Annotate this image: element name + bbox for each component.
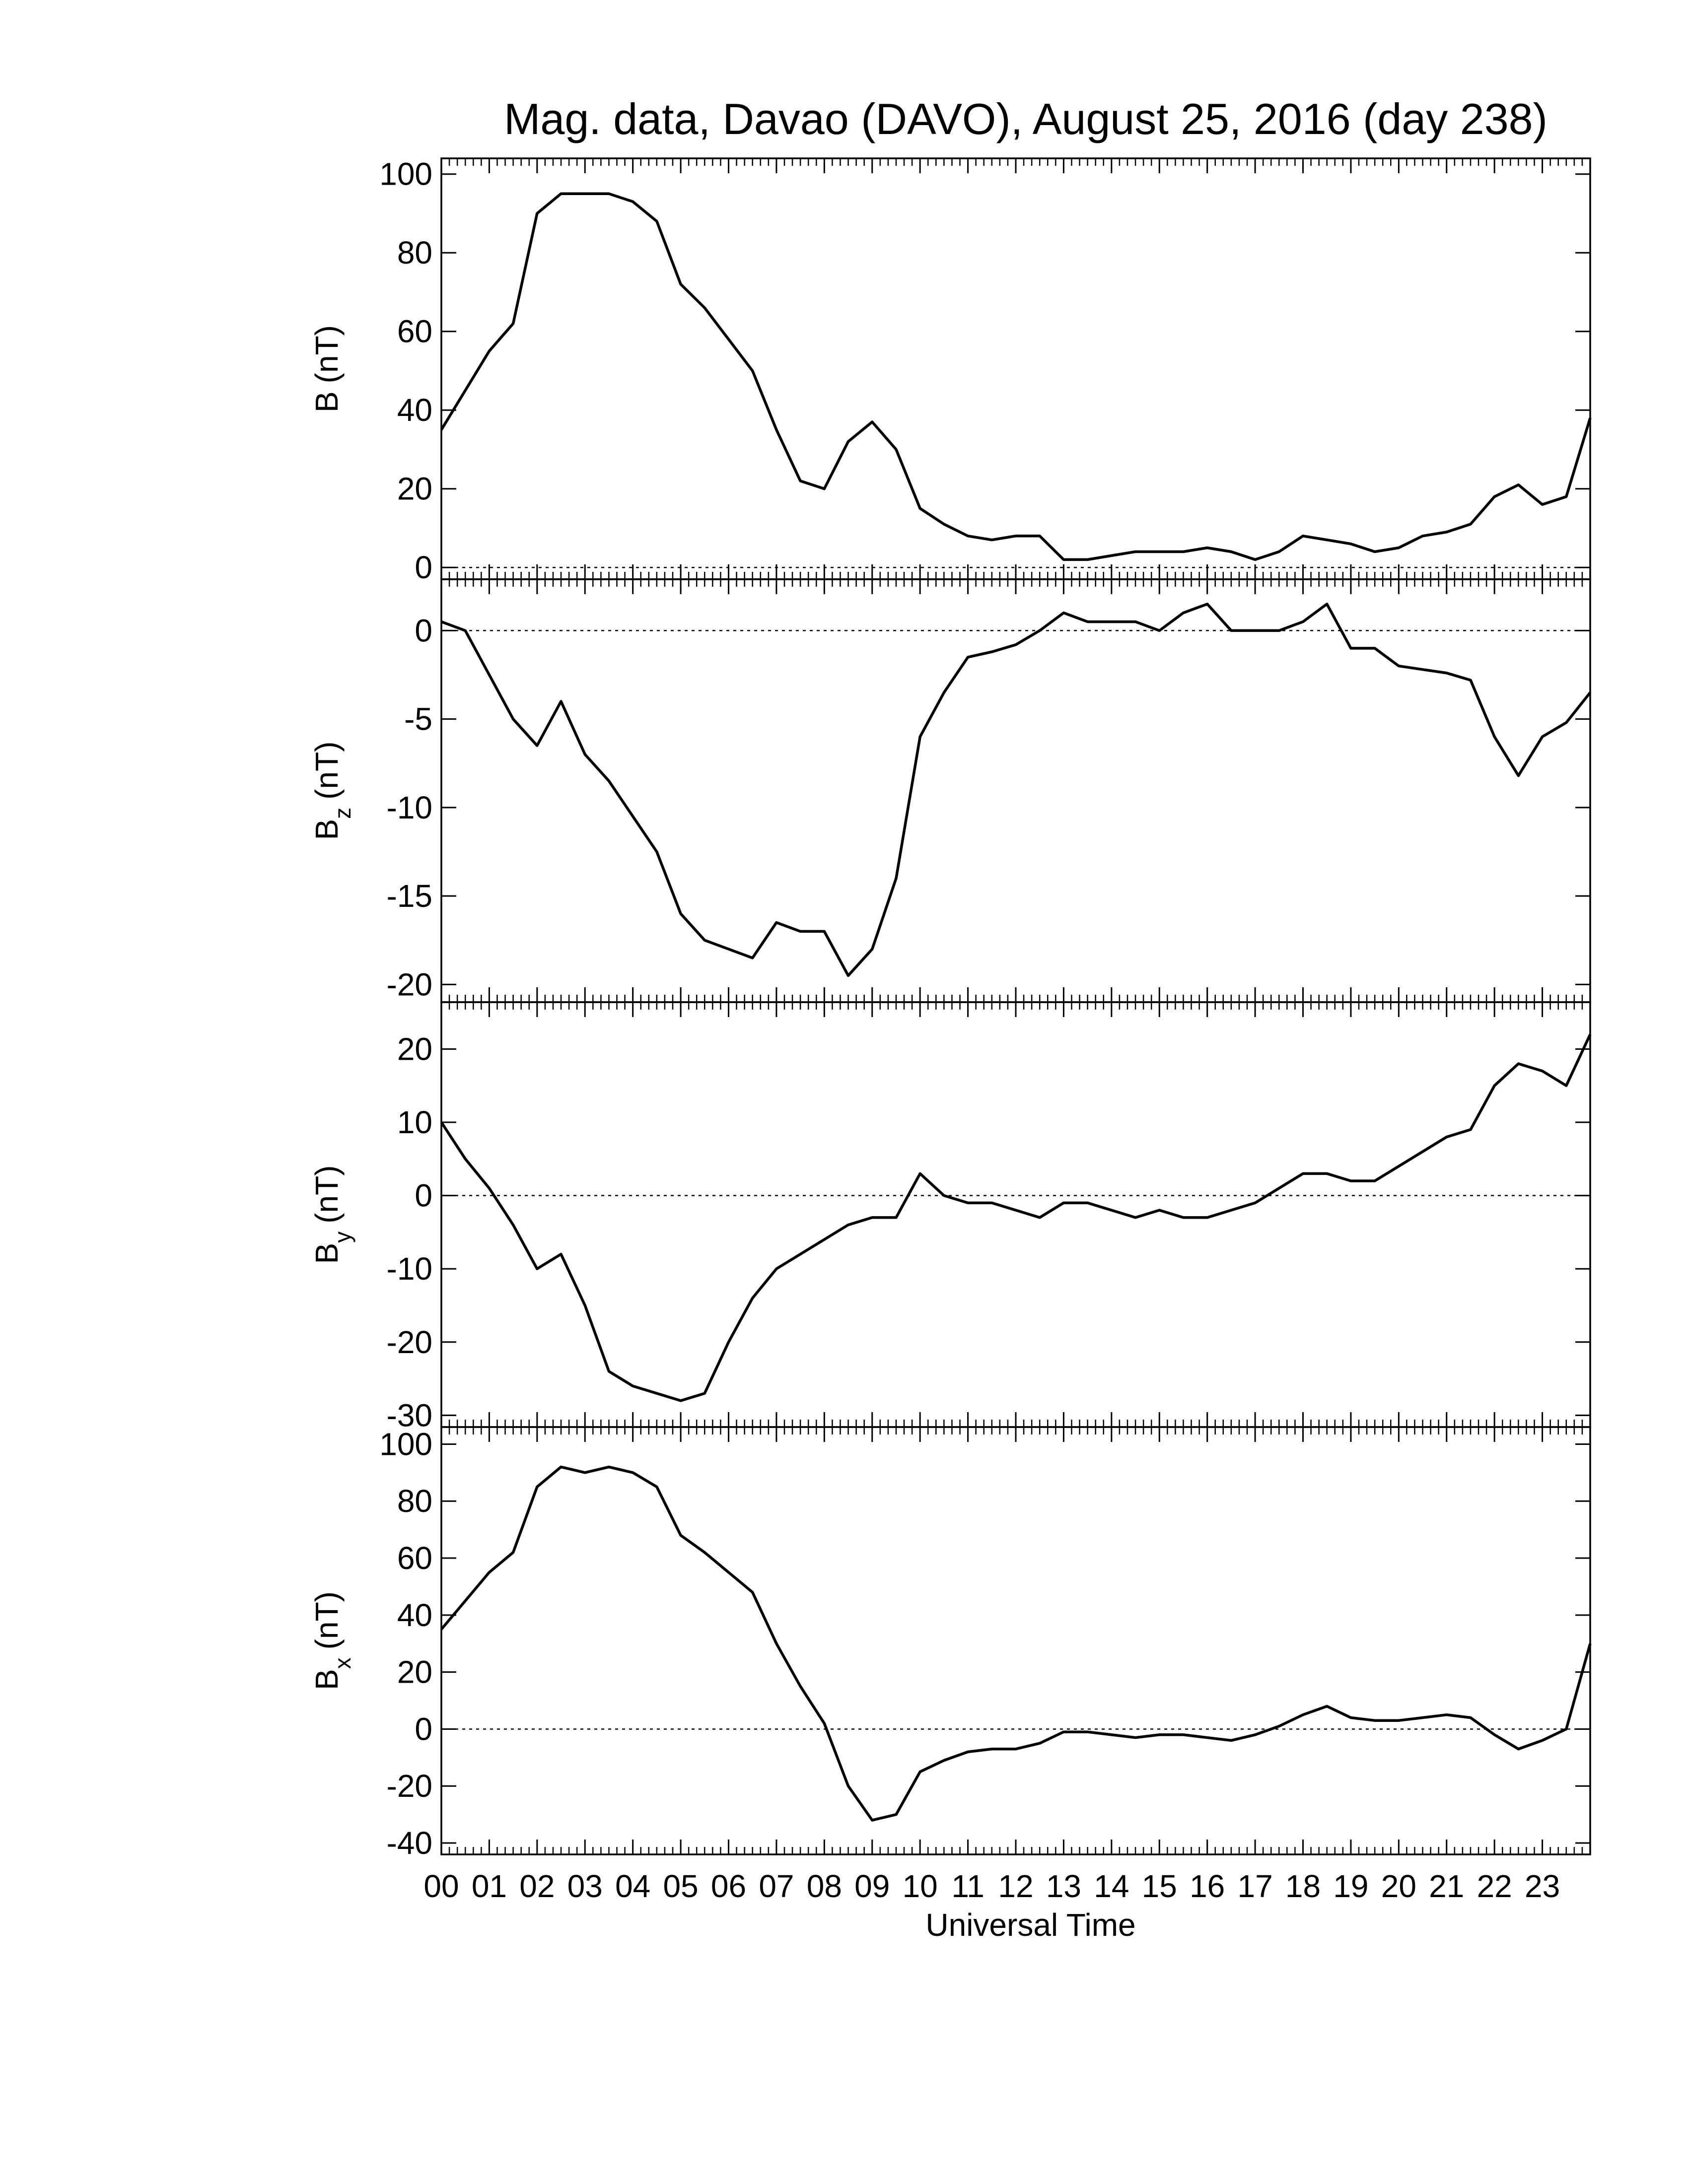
chart-title: Mag. data, Davao (DAVO), August 25, 2016…: [504, 94, 1547, 143]
y-tick-label: 0: [415, 1178, 432, 1214]
y-tick-label: 20: [397, 471, 432, 507]
y-tick-label: 20: [397, 1654, 432, 1690]
y-axis-label-subscript: y: [330, 1231, 355, 1243]
x-tick-label: 15: [1142, 1868, 1177, 1904]
y-tick-label: 20: [397, 1031, 432, 1067]
data-line: [440, 1465, 1592, 1822]
x-tick-label: 17: [1237, 1868, 1272, 1904]
x-tick-label: 00: [423, 1868, 459, 1904]
y-axis-label-symbol: B: [309, 1669, 345, 1690]
y-tick-label: 100: [379, 1426, 432, 1462]
y-tick-label: -20: [387, 1324, 433, 1360]
x-tick-label: 19: [1333, 1868, 1368, 1904]
y-tick-label: -10: [387, 1251, 433, 1287]
x-tick-label: 21: [1429, 1868, 1464, 1904]
y-tick-label: 0: [415, 613, 432, 648]
x-tick-label: 02: [519, 1868, 555, 1904]
y-tick-label: -15: [387, 878, 433, 914]
data-line: [441, 603, 1592, 977]
y-tick-label: -10: [387, 790, 433, 825]
y-axis-label: Bz (nT): [309, 742, 355, 840]
x-tick-label: 20: [1381, 1868, 1416, 1904]
y-tick-label: -40: [387, 1825, 433, 1861]
y-tick-label: 60: [397, 1540, 432, 1576]
y-axis-label-symbol: B: [309, 1243, 345, 1264]
x-tick-label: 16: [1190, 1868, 1225, 1904]
y-tick-label: -5: [404, 701, 432, 737]
x-tick-label: 01: [472, 1868, 507, 1904]
y-tick-label: 40: [397, 1597, 432, 1633]
x-tick-label: 13: [1046, 1868, 1081, 1904]
data-line: [440, 192, 1592, 561]
x-tick-label: 09: [854, 1868, 890, 1904]
y-tick-label: 60: [397, 314, 432, 349]
y-axis-label-unit: (nT): [309, 1591, 345, 1649]
x-tick-label: 06: [711, 1868, 746, 1904]
y-axis-label-subscript: x: [330, 1657, 355, 1669]
y-tick-label: 80: [397, 1483, 432, 1519]
y-tick-label: 0: [415, 549, 432, 585]
y-tick-label: 40: [397, 392, 432, 428]
x-tick-label: 18: [1285, 1868, 1321, 1904]
x-tick-label: 10: [903, 1868, 938, 1904]
panel-frame: [440, 1426, 1591, 1855]
y-tick-label: -20: [387, 1768, 433, 1804]
y-axis-label-symbol: B: [309, 819, 345, 840]
x-tick-label: 08: [807, 1868, 842, 1904]
y-axis-label-unit: (nT): [309, 742, 345, 800]
y-tick-label: -30: [387, 1397, 433, 1433]
x-tick-label: 12: [998, 1868, 1033, 1904]
data-line: [440, 1033, 1592, 1402]
y-tick-label: 100: [379, 156, 432, 192]
y-axis-label: By (nT): [309, 1165, 355, 1264]
x-tick-label: 22: [1477, 1868, 1512, 1904]
y-axis-label-unit: (nT): [309, 1165, 345, 1224]
y-axis-label: B (nT): [309, 325, 345, 412]
y-tick-label: 0: [415, 1711, 432, 1747]
y-axis-label-symbol: B: [309, 391, 345, 412]
x-tick-label: 23: [1525, 1868, 1560, 1904]
x-tick-label: 07: [759, 1868, 794, 1904]
y-tick-label: -20: [387, 966, 433, 1002]
x-tick-label: 04: [615, 1868, 650, 1904]
y-axis-label-unit: (nT): [309, 325, 345, 383]
x-tick-label: 03: [567, 1868, 603, 1904]
y-tick-label: 80: [397, 235, 432, 271]
y-tick-label: 10: [397, 1104, 432, 1140]
x-axis-label: Universal Time: [925, 1907, 1135, 1943]
x-tick-label: 11: [951, 1868, 984, 1904]
y-axis-label: Bx (nT): [309, 1591, 355, 1690]
x-tick-label: 05: [663, 1868, 698, 1904]
y-axis-label-subscript: z: [330, 808, 355, 819]
x-tick-label: 14: [1094, 1868, 1129, 1904]
